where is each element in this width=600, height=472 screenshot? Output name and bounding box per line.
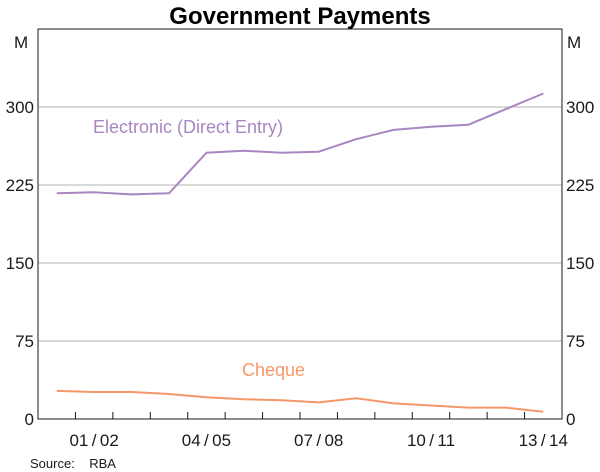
series-lines bbox=[56, 92, 544, 413]
y-tick-label-right: 0 bbox=[566, 410, 575, 429]
series-line-cheque bbox=[56, 389, 544, 413]
gridlines bbox=[38, 106, 562, 342]
x-tick-label: 13 / 14 bbox=[519, 431, 568, 450]
x-tick-label: 07 / 08 bbox=[294, 431, 343, 450]
y-tick-label-left: 225 bbox=[6, 176, 34, 195]
y-tick-label-right: 75 bbox=[566, 332, 585, 351]
left-unit-label: M bbox=[14, 33, 28, 52]
x-tick-label: 04 / 05 bbox=[182, 431, 231, 450]
series-line-electronic bbox=[56, 92, 544, 196]
series-label-cheque: Cheque bbox=[242, 360, 305, 380]
axis-ticks: 0 0 75 75 150 150 225 225 300 300 01 / 02 04 / 05 07… bbox=[6, 98, 595, 450]
y-tick-label-left: 75 bbox=[15, 332, 34, 351]
x-tick-label: 01 / 02 bbox=[69, 431, 118, 450]
y-tick-label-right: 225 bbox=[566, 176, 594, 195]
y-tick-label-left: 0 bbox=[25, 410, 34, 429]
y-tick-label-left: 150 bbox=[6, 254, 34, 273]
source-note: Source: RBA bbox=[30, 456, 116, 471]
y-tick-label-right: 150 bbox=[566, 254, 594, 273]
right-unit-label: M bbox=[567, 33, 581, 52]
y-tick-label-right: 300 bbox=[566, 98, 594, 117]
y-tick-label-left: 300 bbox=[6, 98, 34, 117]
x-tick-label: 10 / 11 bbox=[407, 431, 455, 450]
series-label-electronic: Electronic (Direct Entry) bbox=[93, 117, 283, 137]
chart-title: Government Payments bbox=[169, 3, 430, 30]
